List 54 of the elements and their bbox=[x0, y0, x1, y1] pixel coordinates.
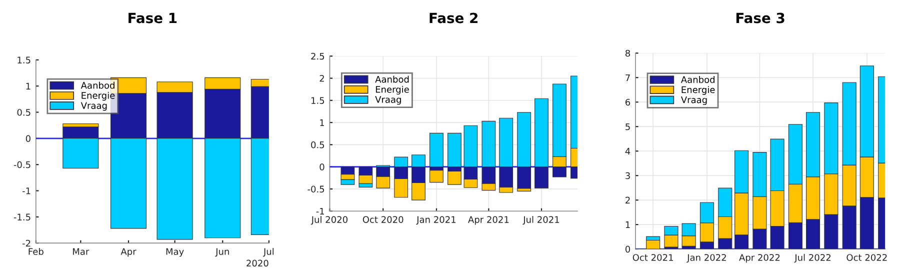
y-tick-label: -1.5 bbox=[14, 214, 30, 220]
y-tick-label: 6 bbox=[626, 98, 630, 106]
x-tick-label: Jul 2022 bbox=[794, 254, 830, 263]
x-tick-label: Mar bbox=[73, 248, 90, 255]
y-tick-label: 5 bbox=[626, 123, 630, 130]
y-tick-label: 0 bbox=[625, 246, 630, 253]
x-tick-label: Jul 2020 bbox=[310, 216, 348, 225]
y-tick-label: 7 bbox=[626, 74, 630, 82]
y-tick-label: -1 bbox=[22, 188, 30, 194]
y-tick-label: -2 bbox=[22, 240, 30, 247]
legend-label: Aanbod bbox=[375, 76, 409, 83]
y-tick-label: 4 bbox=[625, 148, 630, 155]
chart-title: Fase 3 bbox=[736, 12, 784, 24]
legend-label: Vraag bbox=[375, 96, 401, 105]
x-tick-label: Feb bbox=[28, 248, 44, 255]
chart-title: Fase 1 bbox=[128, 12, 177, 24]
legend-label: Aanbod bbox=[80, 82, 114, 89]
legend-label: Energie bbox=[82, 92, 115, 101]
x-tick-label: Apr 2021 bbox=[468, 216, 509, 225]
legend-label: Energie bbox=[682, 86, 715, 95]
text: 2020 bbox=[246, 260, 268, 267]
y-tick-label: 0 bbox=[26, 135, 30, 142]
y-tick-label: 3 bbox=[626, 172, 630, 180]
y-tick-label: 0.5 bbox=[311, 141, 324, 148]
x-tick-label: Apr 2022 bbox=[739, 254, 780, 263]
x-tick-label: May bbox=[166, 248, 184, 257]
y-tick-label: 2 bbox=[320, 74, 324, 82]
y-tick-label: 2 bbox=[626, 196, 630, 204]
legend-label: Vraag bbox=[680, 96, 707, 105]
y-tick-label: -1 bbox=[316, 208, 324, 215]
x-tick-label: Oct 2022 bbox=[846, 254, 887, 261]
y-tick-label: 1.5 bbox=[311, 97, 324, 104]
legend-label: Aanbod bbox=[680, 76, 714, 83]
y-tick-label: -0.5 bbox=[14, 161, 30, 168]
y-tick-label: 1 bbox=[320, 119, 324, 126]
x-tick-label: Oct 2021 bbox=[632, 254, 673, 261]
x-tick-label: Jun bbox=[215, 248, 229, 257]
legend-label: Vraag bbox=[80, 102, 107, 111]
chart-title: Fase 2 bbox=[430, 12, 478, 24]
y-tick-label: -0.5 bbox=[308, 186, 324, 193]
y-tick-label: 2.5 bbox=[311, 52, 324, 60]
x-tick-label: Jul 2021 bbox=[522, 216, 560, 225]
y-tick-label: 0.5 bbox=[17, 108, 30, 116]
y-tick-label: 1.5 bbox=[18, 56, 30, 64]
y-tick-label: 0 bbox=[320, 164, 324, 170]
y-tick-label: 1 bbox=[26, 82, 30, 90]
legend-label: Energie bbox=[376, 86, 409, 95]
x-tick-label: Jan 2022 bbox=[686, 254, 726, 263]
x-tick-label: Oct 2020 bbox=[362, 216, 404, 223]
y-tick-label: 1 bbox=[626, 221, 630, 228]
x-tick-label: Apr bbox=[120, 248, 136, 257]
x-tick-label: Jul bbox=[263, 248, 274, 257]
x-tick-label: Jan 2021 bbox=[416, 216, 456, 225]
y-tick-label: 8 bbox=[625, 50, 630, 57]
